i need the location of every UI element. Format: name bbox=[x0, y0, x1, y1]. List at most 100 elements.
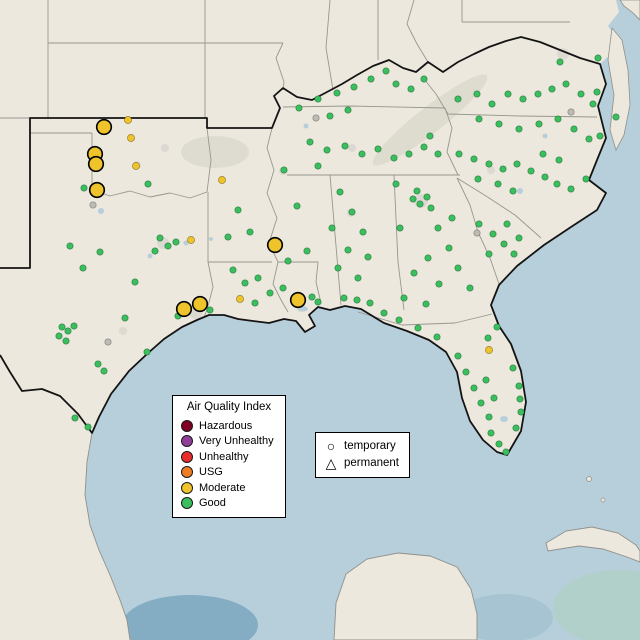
monitor-dot-good[interactable] bbox=[284, 257, 292, 265]
monitor-dot-good[interactable] bbox=[70, 322, 78, 330]
monitor-dot-good[interactable] bbox=[462, 368, 470, 376]
monitor-dot-good[interactable] bbox=[475, 115, 483, 123]
monitor-dot-good[interactable] bbox=[94, 360, 102, 368]
monitor-dot-good[interactable] bbox=[344, 246, 352, 254]
monitor-dot-good[interactable] bbox=[577, 90, 585, 98]
monitor-dot-good[interactable] bbox=[519, 95, 527, 103]
monitor-dot-no_data[interactable] bbox=[473, 229, 481, 237]
monitor-dot-good[interactable] bbox=[470, 384, 478, 392]
monitor-dot-moderate_large[interactable] bbox=[95, 118, 113, 136]
monitor-dot-good[interactable] bbox=[364, 253, 372, 261]
monitor-dot-good[interactable] bbox=[516, 395, 524, 403]
monitor-dot-good[interactable] bbox=[527, 167, 535, 175]
monitor-dot-good[interactable] bbox=[475, 220, 483, 228]
monitor-dot-good[interactable] bbox=[426, 132, 434, 140]
monitor-dot-good[interactable] bbox=[246, 228, 254, 236]
monitor-dot-good[interactable] bbox=[280, 166, 288, 174]
monitor-dot-no_data[interactable] bbox=[89, 201, 97, 209]
monitor-dot-good[interactable] bbox=[374, 145, 382, 153]
monitor-dot-good[interactable] bbox=[567, 185, 575, 193]
monitor-dot-good[interactable] bbox=[336, 188, 344, 196]
monitor-dot-good[interactable] bbox=[593, 88, 601, 96]
monitor-dot-good[interactable] bbox=[328, 224, 336, 232]
monitor-dot-good[interactable] bbox=[79, 264, 87, 272]
monitor-dot-good[interactable] bbox=[455, 150, 463, 158]
monitor-dot-good[interactable] bbox=[414, 324, 422, 332]
monitor-dot-moderate_large[interactable] bbox=[88, 181, 106, 199]
monitor-dot-good[interactable] bbox=[58, 323, 66, 331]
monitor-dot-good[interactable] bbox=[71, 414, 79, 422]
monitor-dot-good[interactable] bbox=[512, 424, 520, 432]
monitor-dot-good[interactable] bbox=[96, 248, 104, 256]
monitor-dot-good[interactable] bbox=[513, 160, 521, 168]
monitor-dot-good[interactable] bbox=[341, 142, 349, 150]
monitor-dot-moderate_large[interactable] bbox=[266, 236, 284, 254]
monitor-dot-good[interactable] bbox=[435, 280, 443, 288]
monitor-dot-good[interactable] bbox=[454, 352, 462, 360]
monitor-dot-moderate_small[interactable] bbox=[124, 116, 132, 124]
monitor-dot-good[interactable] bbox=[495, 440, 503, 448]
monitor-dot-good[interactable] bbox=[333, 89, 341, 97]
monitor-dot-good[interactable] bbox=[234, 206, 242, 214]
monitor-dot-good[interactable] bbox=[314, 162, 322, 170]
monitor-dot-good[interactable] bbox=[206, 306, 214, 314]
monitor-dot-good[interactable] bbox=[503, 220, 511, 228]
monitor-dot-good[interactable] bbox=[314, 95, 322, 103]
monitor-dot-good[interactable] bbox=[405, 150, 413, 158]
monitor-dot-good[interactable] bbox=[121, 314, 129, 322]
monitor-dot-good[interactable] bbox=[224, 233, 232, 241]
monitor-dot-good[interactable] bbox=[474, 175, 482, 183]
monitor-dot-good[interactable] bbox=[454, 264, 462, 272]
monitor-dot-good[interactable] bbox=[485, 413, 493, 421]
monitor-dot-good[interactable] bbox=[493, 323, 501, 331]
monitor-dot-good[interactable] bbox=[151, 247, 159, 255]
monitor-dot-good[interactable] bbox=[612, 113, 620, 121]
monitor-dot-good[interactable] bbox=[585, 135, 593, 143]
monitor-dot-no_data[interactable] bbox=[104, 338, 112, 346]
monitor-dot-good[interactable] bbox=[55, 332, 63, 340]
monitor-dot-good[interactable] bbox=[131, 278, 139, 286]
monitor-dot-no_data[interactable] bbox=[312, 114, 320, 122]
monitor-dot-good[interactable] bbox=[410, 269, 418, 277]
monitor-dot-good[interactable] bbox=[515, 382, 523, 390]
monitor-dot-good[interactable] bbox=[539, 150, 547, 158]
monitor-dot-good[interactable] bbox=[241, 279, 249, 287]
monitor-dot-good[interactable] bbox=[495, 120, 503, 128]
monitor-dot-good[interactable] bbox=[416, 200, 424, 208]
monitor-dot-moderate_large[interactable] bbox=[289, 291, 307, 309]
monitor-dot-good[interactable] bbox=[251, 299, 259, 307]
monitor-dot-moderate_large[interactable] bbox=[191, 295, 209, 313]
monitor-dot-good[interactable] bbox=[413, 187, 421, 195]
monitor-dot-good[interactable] bbox=[293, 202, 301, 210]
monitor-dot-moderate_small[interactable] bbox=[132, 162, 140, 170]
monitor-dot-good[interactable] bbox=[407, 85, 415, 93]
monitor-dot-good[interactable] bbox=[582, 175, 590, 183]
monitor-dot-good[interactable] bbox=[348, 208, 356, 216]
monitor-dot-good[interactable] bbox=[424, 254, 432, 262]
monitor-dot-good[interactable] bbox=[380, 309, 388, 317]
monitor-dot-good[interactable] bbox=[420, 75, 428, 83]
monitor-dot-good[interactable] bbox=[494, 180, 502, 188]
monitor-dot-good[interactable] bbox=[66, 242, 74, 250]
monitor-dot-good[interactable] bbox=[454, 95, 462, 103]
monitor-dot-good[interactable] bbox=[484, 334, 492, 342]
monitor-dot-moderate_large[interactable] bbox=[175, 300, 193, 318]
monitor-dot-good[interactable] bbox=[434, 224, 442, 232]
monitor-dot-good[interactable] bbox=[359, 228, 367, 236]
monitor-dot-good[interactable] bbox=[534, 90, 542, 98]
monitor-dot-good[interactable] bbox=[500, 240, 508, 248]
monitor-dot-good[interactable] bbox=[420, 143, 428, 151]
monitor-dot-good[interactable] bbox=[541, 173, 549, 181]
monitor-dot-good[interactable] bbox=[562, 80, 570, 88]
monitor-dot-good[interactable] bbox=[570, 125, 578, 133]
monitor-dot-good[interactable] bbox=[487, 429, 495, 437]
monitor-dot-good[interactable] bbox=[556, 58, 564, 66]
monitor-dot-good[interactable] bbox=[229, 266, 237, 274]
monitor-dot-good[interactable] bbox=[509, 187, 517, 195]
monitor-dot-good[interactable] bbox=[334, 264, 342, 272]
monitor-dot-good[interactable] bbox=[515, 125, 523, 133]
monitor-dot-no_data[interactable] bbox=[567, 108, 575, 116]
monitor-dot-moderate_small[interactable] bbox=[187, 236, 195, 244]
monitor-dot-good[interactable] bbox=[358, 150, 366, 158]
monitor-dot-good[interactable] bbox=[367, 75, 375, 83]
